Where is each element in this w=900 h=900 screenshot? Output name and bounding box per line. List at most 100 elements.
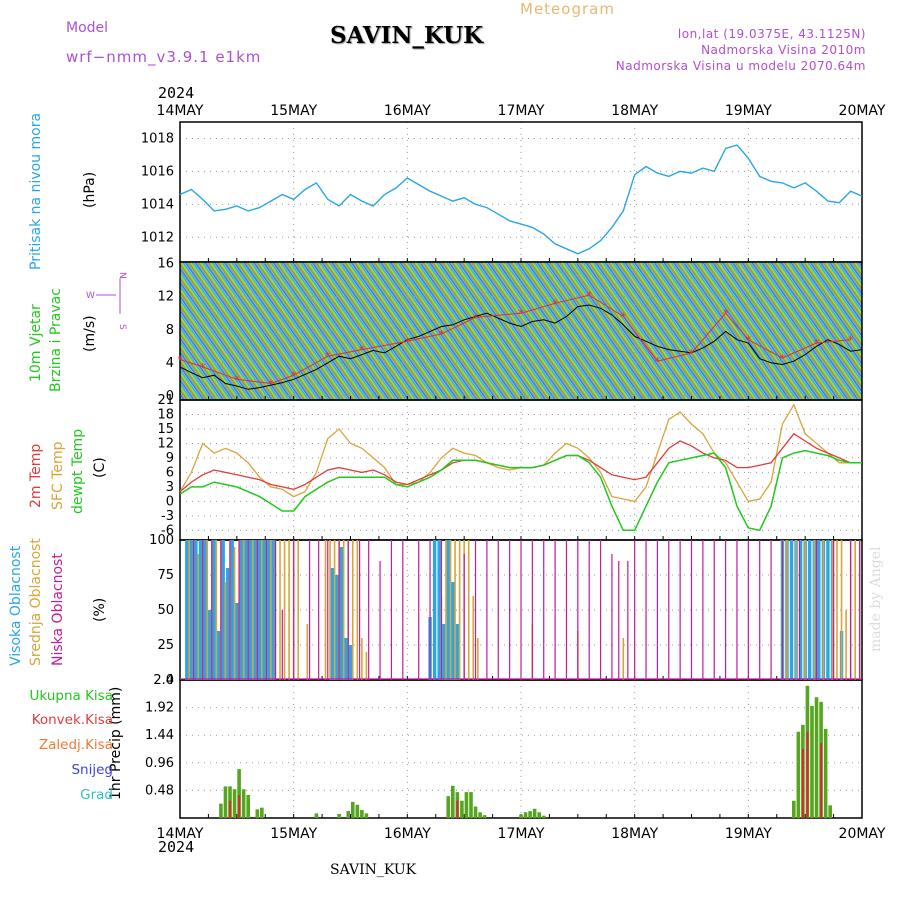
cloud-bar-visoka xyxy=(798,540,803,680)
cloud-bar-niska xyxy=(618,561,620,680)
convective-bar xyxy=(238,795,241,818)
cloud-bar-srednja xyxy=(233,547,236,680)
cloud-bar-niska xyxy=(256,540,258,680)
cloud-bar-niska xyxy=(520,540,522,680)
legend-grad: Grad xyxy=(80,787,113,803)
cloud-bar-visoka xyxy=(262,540,266,680)
cloud-bar-niska xyxy=(781,540,784,680)
rain-bar xyxy=(828,805,832,818)
cloud-bar-visoka xyxy=(198,540,203,680)
cloud-bar-srednja xyxy=(472,596,475,680)
convective-bar xyxy=(819,743,823,818)
cloud-bar-niska xyxy=(713,540,715,680)
cloud-bar-srednja xyxy=(224,582,227,680)
cloud-bar-srednja xyxy=(365,652,368,680)
rain-bar xyxy=(241,789,246,818)
y-tick-label: 4 xyxy=(166,356,174,371)
date-label-top: 17MAY xyxy=(498,103,545,119)
cloud-bar-niska xyxy=(668,540,670,680)
gust-marker: * xyxy=(552,297,558,310)
cloud-bar-niska xyxy=(725,540,727,680)
rain-bar xyxy=(796,731,801,818)
cloud-bar-visoka xyxy=(189,540,194,680)
pressure-line xyxy=(179,144,863,255)
cloud-bar-niska xyxy=(247,540,249,680)
cloud-bar-niska xyxy=(390,540,393,680)
gust-marker: * xyxy=(473,311,479,324)
cloud-bar-srednja xyxy=(840,540,843,680)
compass-w: W xyxy=(86,291,95,301)
cloud-bar-niska xyxy=(293,540,295,680)
cloud-bar-visoka xyxy=(230,540,234,680)
date-label-bottom: 19MAY xyxy=(725,826,772,842)
y-tick-label: 25 xyxy=(157,638,174,653)
date-label-bottom: 17MAY xyxy=(498,826,545,842)
cloud-bar-visoka xyxy=(271,540,275,680)
cloud-bar-niska xyxy=(463,554,465,680)
cloud-bar-srednja xyxy=(795,540,797,680)
page-title: SAVIN_KUK xyxy=(330,22,484,49)
cloud-bar-niska xyxy=(832,540,835,680)
gust-marker: * xyxy=(848,334,854,347)
cloud-bar-visoka xyxy=(203,540,207,680)
cloud-bar-srednja xyxy=(242,540,245,680)
y-tick-label: 2.4 xyxy=(153,673,174,688)
rain-bar xyxy=(460,800,464,818)
y-tick-label: 0 xyxy=(166,494,174,509)
convective-bar xyxy=(801,749,804,818)
model-label: Model xyxy=(66,20,109,36)
legend-ukupna-kisa: Ukupna Kisa xyxy=(29,688,113,704)
date-label-bottom: 16MAY xyxy=(384,826,431,842)
cloud-bar-srednja xyxy=(324,540,327,680)
rain-bar xyxy=(232,789,237,818)
cloud-bar-srednja xyxy=(449,540,452,680)
cloud-bar-srednja xyxy=(454,540,456,680)
y-tick-label: 6 xyxy=(166,465,174,480)
rain-bar xyxy=(810,705,814,818)
cloud-bar-srednja xyxy=(477,638,479,680)
cloud-bar-visoka xyxy=(330,568,335,680)
rain-bar xyxy=(469,792,473,818)
cloud-bar-niska xyxy=(554,540,556,680)
panel-frame-pressure xyxy=(179,121,863,263)
cloud-bar-srednja xyxy=(329,540,331,680)
cloud-bar-srednja xyxy=(361,638,363,680)
cloud-bar-niska xyxy=(402,540,404,680)
cloud-bar-niska xyxy=(229,540,231,680)
cloud-bar-niska xyxy=(418,540,420,680)
cloud-bar-srednja xyxy=(845,610,847,680)
cloud-bar-niska xyxy=(238,540,240,680)
date-label-bottom: 15MAY xyxy=(270,826,317,842)
cloud-bar-srednja xyxy=(804,540,806,680)
cloud-bar-niska xyxy=(308,540,311,680)
cloud-bar-visoka xyxy=(446,540,450,680)
panel-frame-precip xyxy=(179,679,863,819)
y-tick-label: 9 xyxy=(166,451,174,466)
cloud-bar-srednja xyxy=(854,540,856,680)
date-label-top: 15MAY xyxy=(270,103,317,119)
cloud-bar-niska xyxy=(690,540,693,680)
lonlat-label: lon,lat (19.0375E, 43.1125N) xyxy=(677,27,866,41)
cloud-bar-niska xyxy=(736,540,738,680)
cloud-bar-niska xyxy=(497,540,499,680)
cloud-bar-niska xyxy=(440,540,443,680)
y-tick-label: 12 xyxy=(157,436,174,451)
y-tick-label: 1014 xyxy=(141,197,174,212)
model-run: wrf−nmm_v3.9.1 e1km xyxy=(66,48,262,66)
meteogram-label: Meteogram xyxy=(520,0,615,18)
gust-marker: * xyxy=(689,347,695,360)
wind-speed-line xyxy=(179,304,863,390)
gust-marker: * xyxy=(291,369,297,382)
cloud-bar-srednja xyxy=(467,540,470,680)
cloud-bar-srednja xyxy=(786,540,788,680)
cloud-bar-niska xyxy=(759,540,761,680)
cloud-bar-visoka xyxy=(432,540,437,680)
y-tick-label: 12 xyxy=(157,290,174,305)
cloud-bar-visoka xyxy=(339,547,344,680)
rain-bar xyxy=(246,795,250,818)
rain-bar xyxy=(541,815,546,818)
cloud-bar-niska xyxy=(747,540,749,680)
cloud-bar-niska xyxy=(850,540,852,680)
legend-snijeg: Snijeg xyxy=(71,762,113,778)
